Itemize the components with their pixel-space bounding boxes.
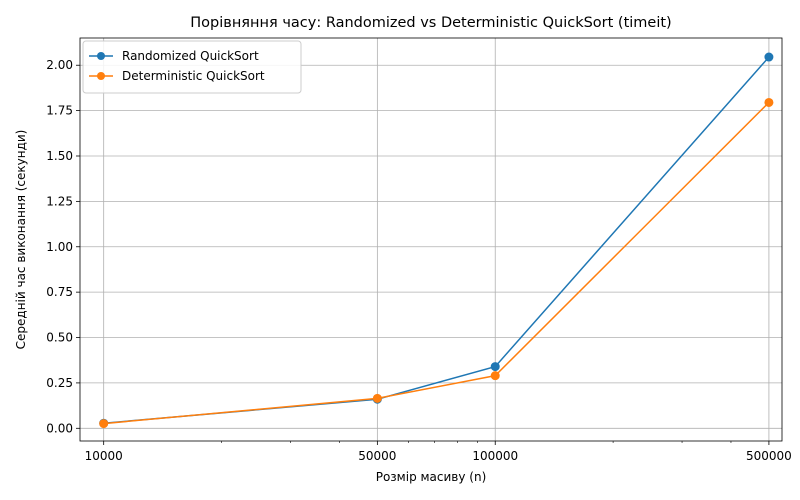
y-axis-label: Середній час виконання (секунди) bbox=[14, 130, 28, 350]
data-point bbox=[764, 52, 774, 62]
x-tick-label: 100000 bbox=[472, 449, 518, 463]
y-tick-label: 0.75 bbox=[46, 285, 73, 299]
y-tick-label: 2.00 bbox=[46, 58, 73, 72]
x-tick-label: 500000 bbox=[746, 449, 792, 463]
series-group bbox=[99, 52, 774, 429]
y-tick-label: 1.50 bbox=[46, 149, 73, 163]
y-tick-label: 0.25 bbox=[46, 376, 73, 390]
data-point bbox=[99, 419, 109, 429]
data-point bbox=[490, 362, 500, 372]
legend-label: Deterministic QuickSort bbox=[122, 69, 265, 83]
chart-title: Порівняння часу: Randomized vs Determini… bbox=[190, 15, 671, 31]
data-point bbox=[764, 97, 774, 107]
plot-frame bbox=[79, 37, 783, 442]
legend-label: Randomized QuickSort bbox=[122, 49, 259, 63]
legend-box bbox=[82, 40, 302, 94]
x-tick-label: 50000 bbox=[358, 449, 396, 463]
y-axis: 0.00 0.25 0.50 0.75 1.00 1.25 1.50 1.75 2.00 bbox=[46, 58, 80, 435]
legend-item: Deterministic QuickSort bbox=[89, 69, 265, 83]
data-point bbox=[490, 371, 500, 381]
legend-marker bbox=[97, 52, 105, 60]
y-tick-label: 0.00 bbox=[46, 421, 73, 435]
series-line bbox=[103, 101, 770, 425]
y-tick-label: 1.75 bbox=[46, 104, 73, 118]
legend-marker bbox=[97, 72, 105, 80]
series-deterministic bbox=[99, 97, 774, 429]
grid bbox=[80, 38, 782, 441]
y-tick-label: 1.00 bbox=[46, 240, 73, 254]
x-tick-label: 10000 bbox=[85, 449, 123, 463]
x-axis-label: Розмір масиву (n) bbox=[376, 470, 487, 484]
legend: Randomized QuickSort Deterministic QuickS… bbox=[82, 40, 302, 94]
legend-item: Randomized QuickSort bbox=[89, 49, 259, 63]
y-tick-label: 0.50 bbox=[46, 331, 73, 345]
data-point bbox=[372, 393, 382, 403]
y-tick-label: 1.25 bbox=[46, 194, 73, 208]
x-axis: 10000 50000 100000 500000 bbox=[85, 441, 792, 463]
